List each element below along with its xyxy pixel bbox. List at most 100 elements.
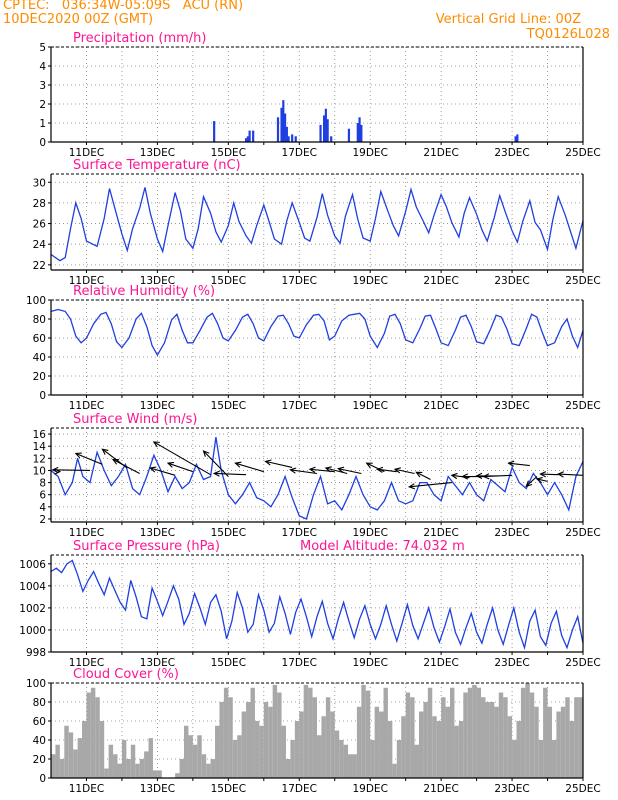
x-tick-label: 21DEC (423, 275, 458, 287)
x-tick-label: 23DEC (494, 527, 529, 539)
y-tick-label: 80 (33, 697, 46, 709)
y-tick-label: 1 (39, 118, 46, 130)
cloud-bar (498, 692, 504, 778)
cloud-bar (574, 697, 579, 778)
cloud-bar (308, 687, 313, 778)
cloud-bar (148, 738, 153, 778)
wind-arrow-head (482, 473, 490, 480)
header-station-line: CPTEC: 036:34W-05:09S ACU (RN) (3, 0, 244, 13)
y-tick-label: 6 (39, 490, 46, 502)
wind-arrow-shaft (525, 476, 538, 487)
header-model-id: TQ0126L028 (526, 27, 610, 42)
wind-arrow-head (393, 467, 401, 474)
x-tick-label: 23DEC (494, 783, 529, 795)
x-tick-label: 17DEC (282, 147, 317, 159)
x-tick-label: 25DEC (565, 147, 600, 159)
cloud-bar (432, 716, 437, 778)
x-tick-label: 17DEC (282, 527, 317, 539)
wind-arrow-head (539, 471, 547, 478)
x-tick-label: 11DEC (69, 657, 104, 669)
x-tick-label: 15DEC (211, 147, 246, 159)
panel-rh (48, 299, 584, 398)
x-tick-label: 25DEC (565, 657, 600, 669)
cloud-bar (565, 697, 570, 778)
cloud-bar (201, 754, 207, 778)
precip-bar (252, 130, 255, 142)
x-tick-label: 23DEC (494, 657, 529, 669)
precip-bar (213, 121, 216, 142)
wind-arrow-head (308, 466, 316, 473)
x-tick-label: 19DEC (352, 400, 387, 412)
cloud-bar (219, 702, 224, 778)
cloud-bar (507, 716, 513, 778)
precip-bar (244, 138, 248, 142)
x-tick-label: 17DEC (282, 400, 317, 412)
cloud-bar (59, 759, 65, 778)
panel-temp (48, 173, 584, 273)
cloud-bar (441, 697, 446, 778)
cloud-bar (569, 721, 575, 778)
cloud-bar (144, 751, 149, 778)
wind-arrow-shaft (75, 452, 103, 465)
x-tick-label: 23DEC (494, 275, 529, 287)
wind-arrow-shaft (309, 468, 335, 473)
panel-cloud (48, 682, 584, 781)
wind-arrow-shaft (483, 474, 513, 478)
wind-arrow-head (234, 461, 242, 468)
cloud-bar (414, 744, 419, 778)
wind-arrow-shaft (265, 460, 293, 468)
x-tick-label: 17DEC (282, 657, 317, 669)
cloud-bar (294, 721, 300, 778)
cloud-bar (157, 770, 162, 778)
wind-arrow-head (101, 448, 109, 455)
wind-arrow-shaft (451, 474, 470, 479)
y-tick-label: 12 (33, 453, 46, 465)
wind-arrow-shaft (153, 441, 211, 476)
precip-bar (248, 130, 251, 142)
wind-arrow-shaft (508, 462, 530, 467)
cloud-bar (334, 730, 340, 778)
cloud-bar (108, 744, 114, 778)
x-tick-label: 19DEC (352, 657, 387, 669)
cloud-bar (520, 687, 526, 778)
x-tick-label: 15DEC (211, 783, 246, 795)
cloud-bar (348, 754, 353, 778)
x-tick-label: 13DEC (140, 275, 175, 287)
precip-bar (276, 117, 280, 142)
panel-annotation-pressure: Model Altitude: 74.032 m (300, 539, 465, 554)
y-tick-label: 0 (39, 137, 46, 149)
wind-arrow-shaft (167, 462, 194, 473)
cloud-bar (538, 740, 544, 778)
cloud-bar (330, 711, 335, 778)
cloud-bar (68, 732, 74, 778)
cloud-bar (427, 687, 433, 778)
x-tick-label: 11DEC (69, 147, 104, 159)
y-tick-label: 998 (26, 647, 46, 659)
y-tick-label: 40 (33, 352, 46, 364)
precip-bar (294, 136, 297, 142)
cloud-bar (197, 735, 202, 778)
cloud-bar (560, 706, 566, 778)
x-tick-label: 11DEC (69, 400, 104, 412)
panel-precip (48, 46, 584, 145)
y-tick-label: 4 (39, 61, 46, 73)
cloud-bar (175, 773, 180, 778)
cloud-bar (184, 725, 189, 778)
cloud-bar (374, 706, 380, 778)
cloud-bar (356, 706, 362, 778)
wind-arrow-shaft (203, 450, 229, 477)
cloud-bar (325, 697, 331, 778)
wind-arrow-head (202, 450, 210, 457)
cloud-bar (458, 721, 464, 778)
panel-title-precip: Precipitation (mm/h) (73, 31, 206, 46)
cloud-bar (370, 740, 375, 778)
y-tick-label: 2 (39, 514, 46, 526)
y-tick-label: 1002 (19, 603, 46, 615)
precip-bar (285, 126, 288, 142)
wind-arrow-head (535, 477, 543, 484)
y-tick-label: 20 (33, 371, 46, 383)
y-tick-label: 0 (39, 773, 46, 785)
cloud-bar (126, 759, 131, 778)
cloud-bar (454, 725, 459, 778)
panel-wind (48, 427, 584, 525)
